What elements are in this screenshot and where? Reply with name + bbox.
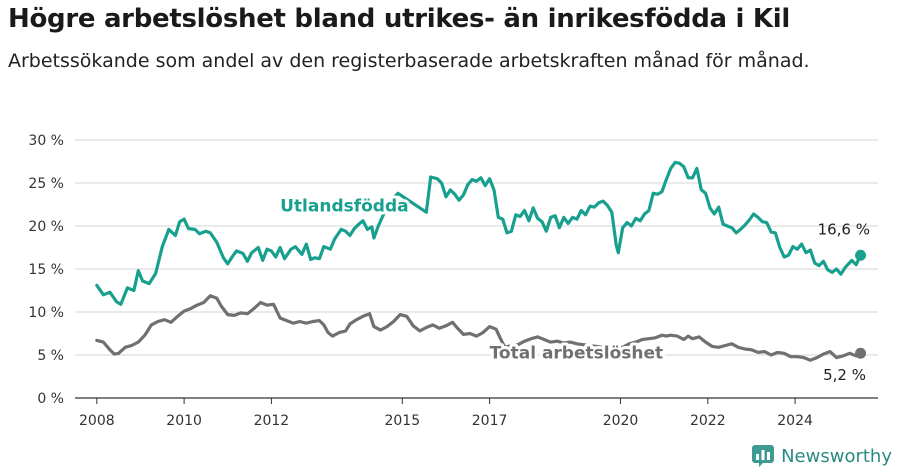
brand-name: Newsworthy [781, 445, 892, 467]
x-tick-label: 2022 [690, 413, 726, 429]
end-point-total [855, 347, 867, 359]
series-lines [95, 160, 867, 362]
x-tick-label: 2024 [777, 413, 813, 429]
x-axis: 2008 2010 2012 2015 2017 2020 2022 2024 [79, 398, 813, 429]
gridlines: 0 % 5 % 10 % 15 % 20 % 25 % 30 % [28, 133, 878, 407]
y-tick-label: 10 % [28, 305, 64, 321]
series-label-total: Total arbetslöshet [490, 343, 664, 363]
chart-subtitle: Arbetssökande som andel av den registerb… [8, 50, 810, 72]
series-line-total [95, 294, 863, 362]
x-tick-label: 2008 [79, 413, 115, 429]
x-tick-label: 2017 [472, 413, 508, 429]
series-label-utlandsfodda: Utlandsfödda [280, 196, 409, 216]
series-labels: Utlandsfödda Total arbetslöshet 16,6 % 5,2 … [277, 193, 870, 384]
series-line-utlandsfodda [95, 160, 863, 306]
end-label-utlandsfodda: 16,6 % [818, 221, 870, 239]
end-label-total: 5,2 % [823, 366, 866, 384]
newsworthy-brand[interactable]: Newsworthy [751, 444, 892, 468]
y-tick-label: 0 % [37, 391, 64, 407]
chart-title: Högre arbetslöshet bland utrikes- än inr… [8, 4, 790, 34]
y-tick-label: 5 % [37, 348, 64, 364]
x-tick-label: 2012 [254, 413, 290, 429]
x-tick-label: 2015 [384, 413, 420, 429]
x-tick-label: 2020 [603, 413, 639, 429]
x-tick-label: 2010 [166, 413, 202, 429]
y-tick-label: 15 % [28, 262, 64, 278]
end-point-utlandsfodda [855, 249, 867, 261]
newsworthy-logo-icon [752, 445, 775, 467]
y-tick-label: 25 % [28, 176, 64, 192]
y-tick-label: 30 % [28, 133, 64, 149]
y-tick-label: 20 % [28, 219, 64, 235]
